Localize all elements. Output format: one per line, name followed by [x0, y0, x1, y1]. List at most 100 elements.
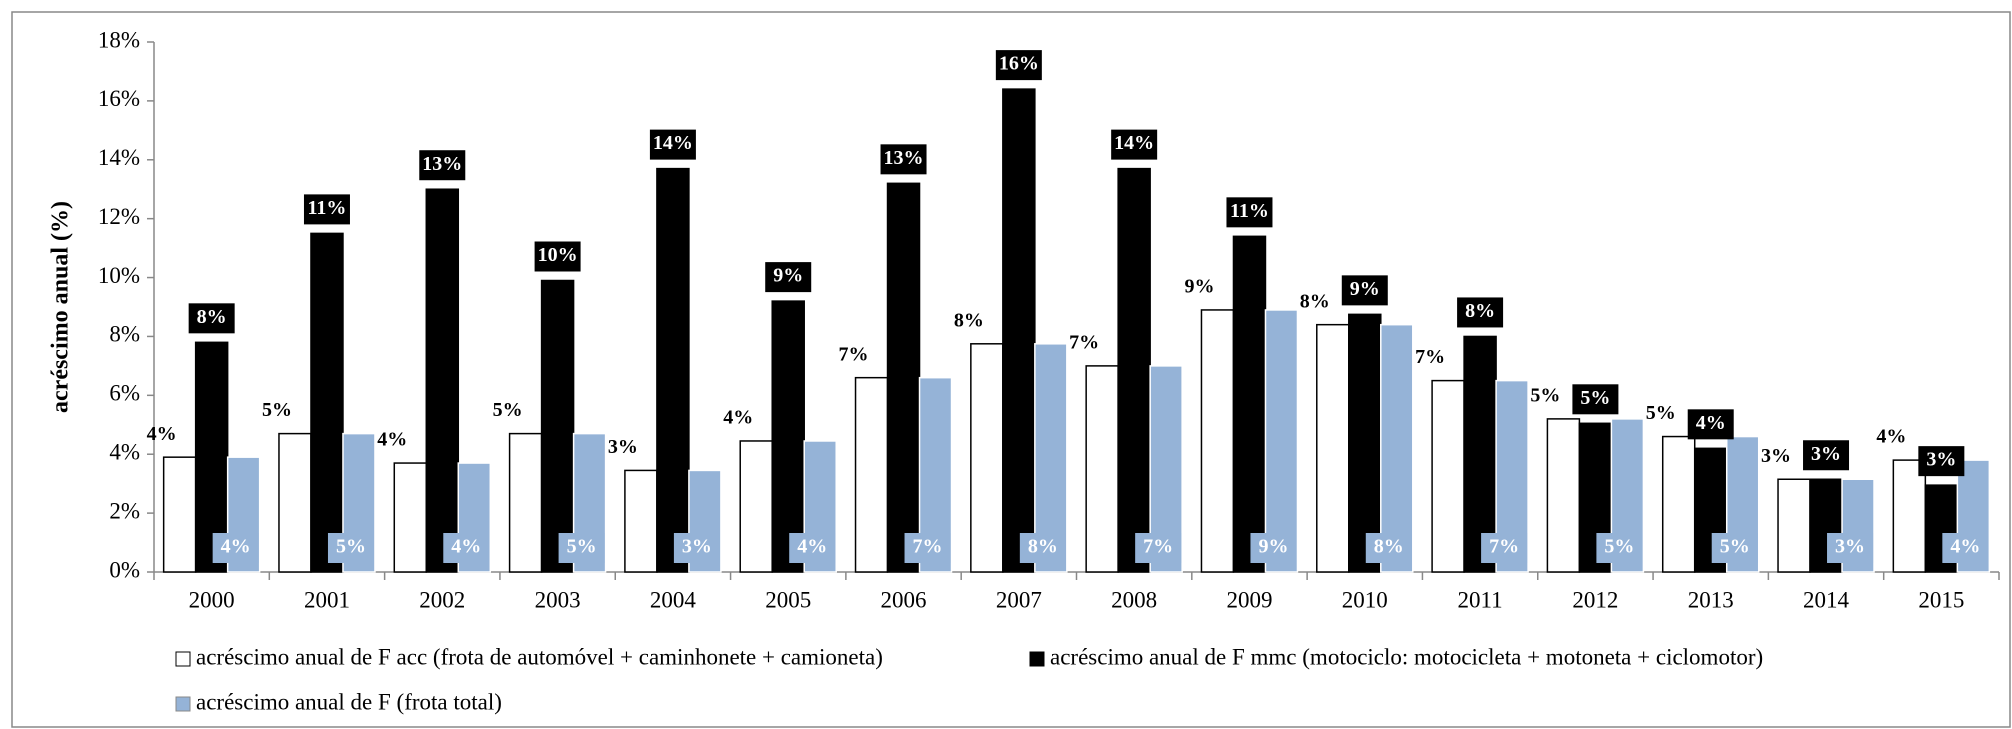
bar [1546, 418, 1581, 573]
data-label: 7% [1489, 536, 1519, 558]
y-tick-label: 0% [109, 557, 140, 582]
legend-swatch [1029, 651, 1045, 667]
data-label: 7% [913, 536, 943, 558]
data-label-box [789, 533, 836, 563]
data-label: 3% [1761, 445, 1791, 467]
data-label-box [1135, 533, 1182, 563]
y-tick-label: 6% [109, 381, 140, 406]
data-label-box [1341, 275, 1388, 306]
x-tick-label: 2000 [189, 587, 235, 612]
data-label: 5% [1646, 402, 1676, 424]
data-label: 8% [1028, 536, 1058, 558]
data-label-box [1711, 533, 1758, 563]
data-label-box [327, 533, 374, 563]
data-label-box [303, 194, 350, 225]
data-label-box [188, 303, 235, 334]
y-tick-label: 12% [98, 204, 140, 229]
data-label: 4% [1696, 412, 1726, 434]
bar [310, 232, 344, 573]
data-label-box [1365, 533, 1412, 563]
data-label-box [558, 533, 605, 563]
legend-swatch [175, 651, 191, 667]
bar [1431, 379, 1465, 573]
data-label: 5% [493, 399, 523, 421]
data-label-box [904, 533, 951, 563]
data-label-box [1687, 409, 1734, 440]
bar [1661, 435, 1696, 573]
x-tick-label: 2008 [1111, 587, 1157, 612]
x-tick-label: 2013 [1688, 587, 1734, 612]
data-label: 5% [262, 399, 292, 421]
data-label: 9% [773, 265, 803, 287]
data-label: 4% [723, 407, 753, 429]
y-tick-label: 14% [98, 145, 140, 170]
data-label-box [1226, 197, 1273, 228]
y-tick-label: 10% [98, 263, 140, 288]
data-label-box [765, 262, 812, 293]
bar [1117, 167, 1151, 573]
data-label: 4% [377, 429, 407, 451]
data-label: 13% [884, 147, 924, 169]
data-label-box [212, 533, 259, 563]
bar [1892, 459, 1927, 573]
data-label-box [673, 533, 720, 563]
data-label: 7% [839, 343, 869, 365]
data-label-box [534, 241, 581, 272]
x-tick-label: 2015 [1918, 587, 1964, 612]
bar [1380, 323, 1414, 573]
x-tick-label: 2012 [1572, 587, 1618, 612]
y-tick-label: 18% [98, 27, 140, 52]
bar [970, 343, 1004, 573]
bar [162, 456, 197, 573]
x-tick-label: 2014 [1803, 587, 1850, 612]
y-tick-label: 4% [109, 440, 140, 465]
data-label: 4% [147, 423, 177, 445]
bar [1463, 335, 1497, 573]
bar [425, 188, 460, 573]
data-label: 4% [1876, 426, 1906, 448]
data-label-box [1250, 533, 1297, 563]
bar [508, 432, 543, 573]
bar [1316, 323, 1350, 573]
data-label: 3% [682, 536, 712, 558]
x-tick-label: 2001 [304, 587, 350, 612]
data-label: 4% [451, 536, 481, 558]
bar [624, 469, 658, 573]
data-label: 14% [653, 132, 693, 154]
data-label-box [880, 144, 927, 175]
x-tick-label: 2004 [650, 587, 697, 612]
data-label: 7% [1143, 536, 1173, 558]
data-label-box [1111, 129, 1158, 160]
data-label: 7% [1415, 346, 1445, 368]
bar [278, 432, 312, 573]
data-label: 4% [221, 536, 251, 558]
x-tick-label: 2002 [419, 587, 465, 612]
x-tick-label: 2006 [881, 587, 927, 612]
x-tick-label: 2011 [1458, 587, 1503, 612]
bar [656, 167, 690, 573]
data-label: 9% [1350, 278, 1380, 300]
legend-label: acréscimo anual de F acc (frota de autom… [196, 644, 883, 669]
data-label: 8% [1300, 290, 1330, 312]
bar [886, 182, 921, 573]
data-label: 16% [999, 53, 1039, 75]
data-label: 10% [538, 244, 578, 266]
data-label: 3% [608, 436, 638, 458]
bar [1348, 313, 1382, 573]
data-label-box [1019, 533, 1066, 563]
data-label: 4% [797, 536, 827, 558]
x-tick-label: 2005 [765, 587, 811, 612]
data-label: 3% [1926, 449, 1956, 471]
data-label: 9% [1258, 536, 1288, 558]
data-label-box [1481, 533, 1528, 563]
data-label-box [1596, 533, 1643, 563]
bar [771, 300, 805, 573]
data-label-box [419, 150, 466, 181]
data-label: 5% [1604, 536, 1634, 558]
x-tick-label: 2010 [1342, 587, 1388, 612]
data-label-box [1827, 533, 1874, 563]
data-label: 11% [1230, 200, 1269, 222]
data-label: 8% [1374, 536, 1404, 558]
bar [1200, 309, 1235, 573]
